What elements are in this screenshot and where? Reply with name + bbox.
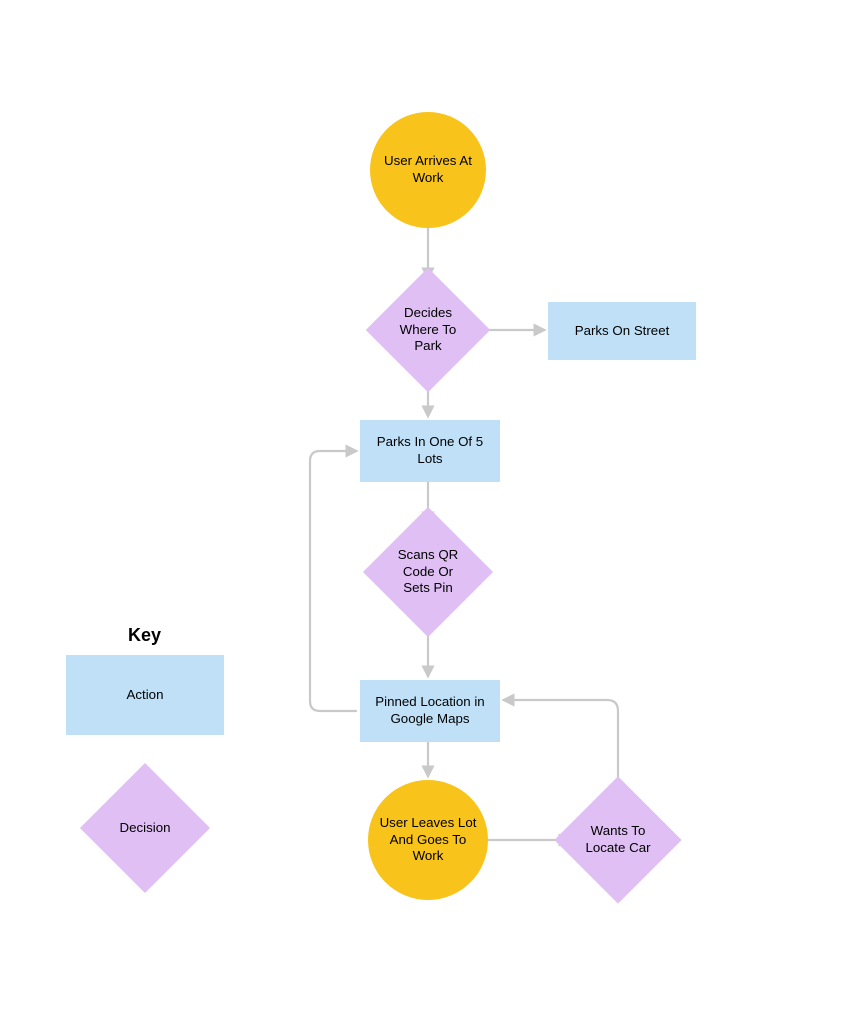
node-scans-qr: Scans QR Code Or Sets Pin [382,526,474,618]
node-parks-in-lots: Parks In One Of 5 Lots [360,420,500,482]
node-decides-label: Decides Where To Park [385,299,471,361]
key-action-swatch: Action [66,655,224,735]
flowchart-canvas: Key Action Decision User Arrives At Work… [0,0,857,1024]
node-user-leaves-lot: User Leaves Lot And Goes To Work [368,780,488,900]
node-locate-label: Wants To Locate Car [574,817,662,862]
node-scan-label: Scans QR Code Or Sets Pin [383,541,473,603]
node-pinned-label: Pinned Location in Google Maps [360,688,500,733]
node-street-label: Parks On Street [567,317,678,346]
key-action-label: Action [119,681,172,710]
node-user-arrives: User Arrives At Work [370,112,486,228]
node-pinned-location: Pinned Location in Google Maps [360,680,500,742]
node-wants-to-locate-car: Wants To Locate Car [573,795,663,885]
key-decision-swatch: Decision [99,782,191,874]
node-decides-where-to-park: Decides Where To Park [384,286,472,374]
node-lots-label: Parks In One Of 5 Lots [360,428,500,473]
node-leave-label: User Leaves Lot And Goes To Work [368,809,488,871]
node-parks-on-street: Parks On Street [548,302,696,360]
node-user-arrives-label: User Arrives At Work [370,147,486,192]
key-decision-label: Decision [112,814,179,843]
key-title: Key [128,625,161,646]
